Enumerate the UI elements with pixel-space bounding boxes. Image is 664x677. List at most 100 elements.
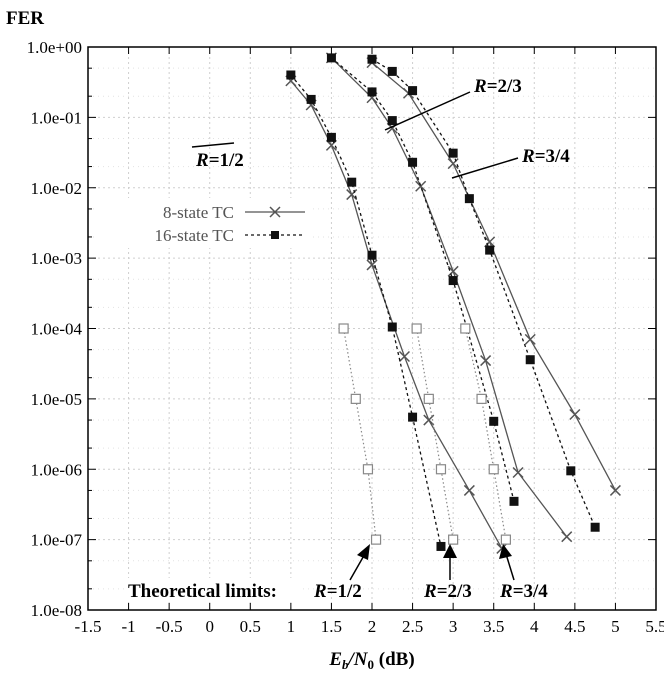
square-point	[408, 157, 418, 167]
square-point	[326, 132, 336, 142]
y-tick-label: 1.0e-04	[31, 320, 83, 339]
square-point	[436, 541, 446, 551]
svg-text:R=2/3: R=2/3	[423, 581, 472, 602]
x-tick-label: 1.5	[321, 617, 342, 636]
cross-point	[325, 139, 337, 151]
series-line	[371, 58, 596, 528]
curve-label-r12-prefix: R	[195, 150, 209, 171]
legend-label-16state: 16-state TC	[155, 226, 234, 245]
x-axis-title-unit: (dB)	[374, 649, 415, 670]
limit-point	[488, 464, 499, 475]
svg-text:R=3/4: R=3/4	[521, 146, 570, 167]
square-point	[367, 250, 377, 260]
square-point	[387, 322, 397, 332]
cross-point	[366, 259, 378, 271]
grid	[88, 47, 656, 610]
y-tick-label: 1.0e-07	[31, 531, 83, 550]
series-line	[416, 328, 454, 540]
series-line	[290, 80, 503, 549]
curve-label-r23-prefix: R	[473, 76, 487, 97]
svg-text:R=2/3: R=2/3	[473, 76, 522, 97]
limits-label-background	[124, 578, 300, 602]
cross-point	[346, 189, 358, 201]
y-tick-label: 1.0e-03	[31, 249, 82, 268]
curve-label-r23-text: =2/3	[487, 76, 522, 97]
y-tick-label: 1.0e-01	[31, 108, 82, 127]
x-tick-label: 1	[287, 617, 296, 636]
cross-point	[484, 236, 496, 248]
x-axis-title-n: /N	[347, 649, 369, 670]
series-line	[464, 328, 507, 540]
x-tick-label: -1.5	[75, 617, 102, 636]
y-tick-label: 1.0e-08	[31, 601, 82, 620]
square-point	[509, 496, 519, 506]
limit-point	[350, 393, 361, 404]
square-point	[387, 66, 397, 76]
square-point	[448, 276, 458, 286]
x-tick-label: 4.5	[564, 617, 585, 636]
limit-label-r12: R=1/2	[313, 544, 370, 602]
x-tick-label: 3.5	[483, 617, 504, 636]
series-limit-square-R=2-3	[411, 323, 459, 545]
x-axis-title-0-sub: 0	[368, 657, 375, 672]
legend: 8-state TC 16-state TC	[94, 198, 312, 248]
x-tick-label: 0	[205, 617, 214, 636]
x-tick-label: -0.5	[156, 617, 183, 636]
axis-ticks: -1.5 -1 -0.5 0 0.5 1 1.5 2 2.5 3 3.5 4 4.5 5 5.5 1.0e+0…	[27, 38, 664, 636]
series-line	[330, 57, 568, 538]
cross-point	[463, 484, 475, 496]
series-dotted-square-R=1-2	[286, 70, 446, 551]
series-limit-square-R=1-2	[338, 323, 382, 545]
limit-label-r34-text: =3/4	[513, 581, 549, 602]
cross-point	[423, 414, 435, 426]
series-layer	[285, 52, 621, 554]
x-tick-label: -1	[121, 617, 135, 636]
curve-label-r34: R=3/4	[451, 146, 570, 179]
x-tick-label: 0.5	[240, 617, 261, 636]
curve-label-r12-text: =1/2	[209, 150, 244, 171]
curve-label-r23: R=2/3	[384, 76, 522, 131]
x-axis-title-e: E	[328, 649, 342, 670]
square-point	[448, 148, 458, 158]
cross-point	[480, 355, 492, 367]
cross-point	[447, 265, 459, 277]
series-limit-square-R=3-4	[460, 323, 511, 545]
series-solid-cross-R=2-3	[325, 52, 573, 543]
square-point	[408, 412, 418, 422]
square-point	[485, 245, 495, 255]
limit-label-r34-prefix: R	[499, 581, 513, 602]
square-point	[367, 54, 377, 64]
cross-point	[561, 531, 573, 543]
x-tick-label: 3	[449, 617, 458, 636]
cross-point	[447, 158, 459, 170]
series-solid-cross-R=1-2	[285, 75, 508, 554]
square-point	[566, 466, 576, 476]
svg-text:R=3/4: R=3/4	[499, 581, 548, 602]
svg-text:R=1/2: R=1/2	[313, 581, 362, 602]
limit-label-r23: R=2/3	[423, 544, 472, 602]
x-tick-label: 5	[611, 617, 620, 636]
square-point	[326, 53, 336, 63]
limit-point	[411, 323, 422, 334]
series-line	[343, 328, 377, 540]
square-point	[306, 94, 316, 104]
cross-point	[415, 180, 427, 192]
limit-label-r23-text: =2/3	[437, 581, 472, 602]
limit-point	[338, 323, 349, 334]
square-point	[387, 116, 397, 126]
square-point	[590, 522, 600, 532]
limit-point	[435, 464, 447, 475]
y-tick-label: 1.0e-05	[31, 390, 82, 409]
limit-label-r12-prefix: R	[313, 581, 327, 602]
square-point	[367, 87, 377, 97]
y-tick-label: 1.0e-02	[31, 179, 82, 198]
square-point	[347, 177, 357, 187]
square-point	[489, 416, 499, 426]
series-dotted-square-R=2-3	[326, 53, 519, 506]
svg-text:R=1/2: R=1/2	[195, 150, 244, 171]
x-axis-title-b-sub: b	[342, 657, 349, 672]
x-tick-label: 2	[368, 617, 377, 636]
cross-point	[512, 466, 524, 479]
cross-point	[569, 408, 581, 421]
cross-point	[609, 484, 621, 496]
